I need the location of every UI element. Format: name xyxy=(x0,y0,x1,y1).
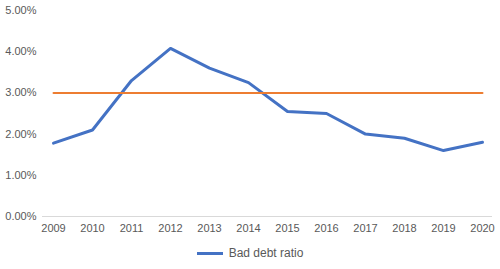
html-text:Bad debt ratio: Bad debt ratio xyxy=(228,246,304,260)
svg-text:2009: 2009 xyxy=(41,222,65,234)
svg-text:0.00%: 0.00% xyxy=(5,210,36,222)
svg-text:2018: 2018 xyxy=(392,222,416,234)
svg-text:2020: 2020 xyxy=(470,222,494,234)
svg-text:2013: 2013 xyxy=(197,222,221,234)
svg-text:2019: 2019 xyxy=(431,222,455,234)
svg-text:3.00%: 3.00% xyxy=(5,86,36,98)
svg-text:2017: 2017 xyxy=(353,222,377,234)
svg-text:2012: 2012 xyxy=(158,222,182,234)
svg-text:5.00%: 5.00% xyxy=(5,4,36,16)
svg-text:2.00%: 2.00% xyxy=(5,128,36,140)
svg-text:1.00%: 1.00% xyxy=(5,169,36,181)
svg-text:2015: 2015 xyxy=(275,222,299,234)
svg-text:2014: 2014 xyxy=(236,222,260,234)
svg-text:2016: 2016 xyxy=(314,222,338,234)
svg-text:4.00%: 4.00% xyxy=(5,45,36,57)
svg-text:2010: 2010 xyxy=(80,222,104,234)
svg-text:2011: 2011 xyxy=(120,222,144,234)
